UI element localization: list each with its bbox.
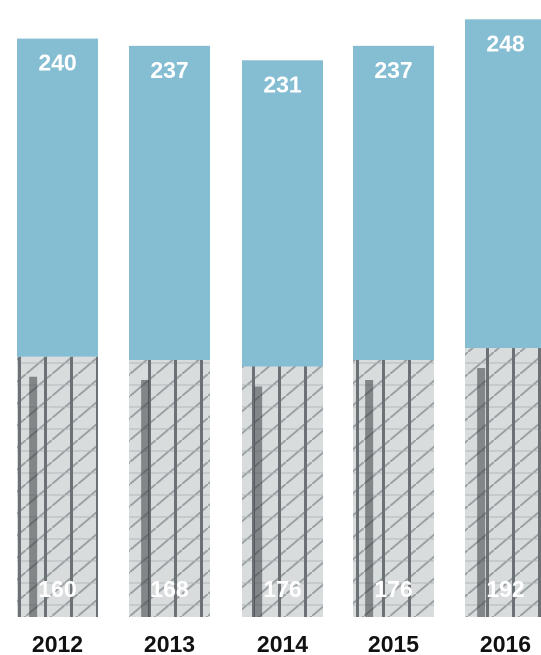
x-tick-label-2015: 2015 (368, 631, 419, 655)
bar-group-2015: 237 176 2015 (353, 45, 434, 655)
bottom-value-label-2014: 176 (263, 576, 301, 602)
bar-group-2012: 240 160 2012 (17, 38, 98, 655)
x-tick-label-2016: 2016 (480, 631, 531, 655)
x-tick-label-2013: 2013 (144, 631, 195, 655)
bar-2013 (129, 45, 210, 360)
x-tick-label-2014: 2014 (257, 631, 308, 655)
bottom-value-label-2012: 160 (38, 576, 76, 602)
top-value-label-2015: 237 (374, 57, 412, 83)
photo-beam-2015 (365, 379, 374, 617)
x-tick-label-2012: 2012 (32, 631, 83, 655)
bar-2015 (353, 45, 434, 360)
bar-group-2014: 231 176 2014 (242, 60, 323, 655)
bar-2012 (17, 38, 98, 357)
bar-group-2013: 237 168 2013 (129, 45, 210, 655)
top-value-label-2013: 237 (150, 57, 188, 83)
top-value-label-2014: 231 (263, 71, 302, 97)
bar-2014 (242, 60, 323, 367)
top-value-label-2012: 240 (38, 50, 76, 76)
bar-group-2016: 248 192 2016 (465, 19, 541, 655)
photo-beam-2013 (141, 379, 150, 617)
top-value-label-2016: 248 (486, 30, 525, 56)
photo-beam-2014 (254, 386, 263, 617)
bottom-value-label-2013: 168 (150, 576, 189, 602)
bars-layer: 240 160 2012 237 168 2013 231 176 2014 237 176 2015… (17, 19, 541, 655)
bar-2016 (465, 19, 541, 349)
photo-beam-2012 (29, 376, 38, 617)
bottom-value-label-2016: 192 (486, 576, 524, 602)
bottom-value-label-2015: 176 (374, 576, 412, 602)
photo-beam-2016 (477, 368, 486, 617)
